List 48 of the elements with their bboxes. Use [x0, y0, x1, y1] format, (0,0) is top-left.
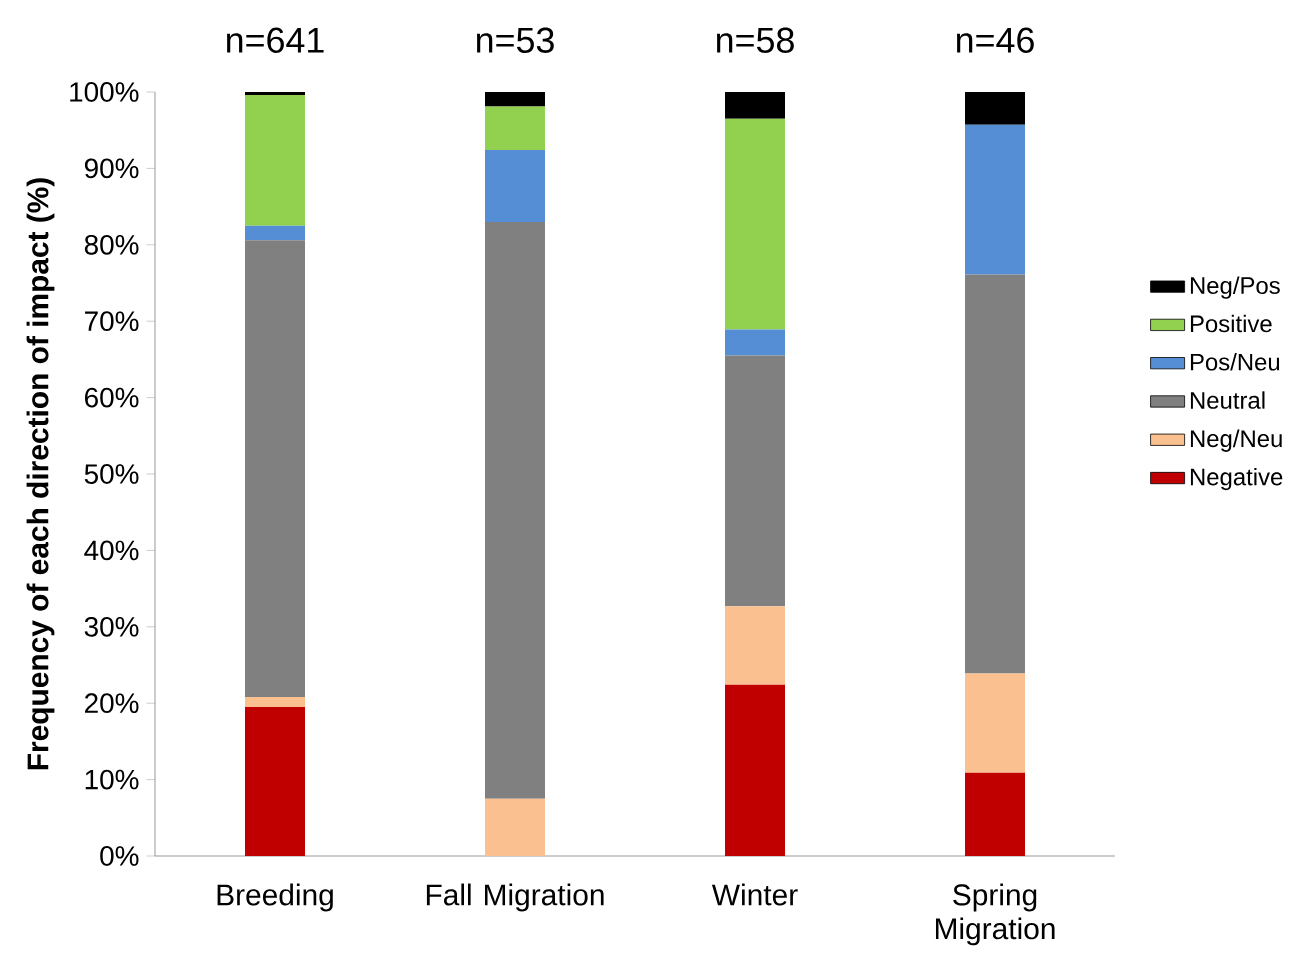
y-tick-label: 40%: [84, 540, 139, 561]
x-tick-label: Winter: [711, 883, 798, 906]
bar: [725, 118, 786, 330]
x-tick-label: Breeding: [217, 883, 333, 912]
y-tick-label: 60%: [85, 387, 139, 408]
y-tick-label: 80%: [84, 234, 139, 255]
bar: [245, 91, 305, 96]
bar: [965, 124, 1026, 275]
x-tick-label: Spring Migration: [935, 883, 1055, 946]
bar: [965, 91, 1026, 125]
bar: [485, 106, 546, 151]
bar: [485, 798, 546, 856]
bar: [485, 91, 546, 107]
legend-label: Neutral: [1190, 391, 1265, 409]
bar: [965, 673, 1026, 773]
x-tick-label: Fall Migration: [426, 883, 604, 912]
y-tick-label: 90%: [84, 158, 139, 179]
bar: [725, 684, 786, 856]
text: n=53: [476, 27, 554, 53]
y-tick-label: 10%: [85, 769, 139, 790]
bar: [245, 240, 305, 698]
legend-label: Neg/Pos: [1190, 276, 1280, 299]
bar: [725, 606, 786, 685]
y-tick-label: 0%: [100, 846, 139, 866]
text: n=58: [716, 27, 794, 53]
legend-label: Neg/Neu: [1190, 429, 1282, 452]
y-tick-label: 50%: [84, 464, 139, 484]
text: n=46: [956, 27, 1034, 53]
bar: [965, 274, 1026, 674]
bar: [725, 329, 786, 356]
bar: [245, 225, 305, 241]
y-tick-label: 70%: [85, 311, 139, 332]
bar: [725, 91, 786, 119]
y-tick-label: 100%: [70, 82, 139, 102]
y-tick-label: 30%: [84, 616, 139, 637]
y-tick-label: 20%: [85, 693, 139, 714]
legend-label: Negative: [1190, 467, 1283, 491]
bar: [245, 697, 305, 708]
text: n=641: [227, 27, 324, 53]
bar: [965, 772, 1026, 856]
bar: [485, 221, 546, 799]
bar: [245, 707, 305, 856]
bar: [725, 355, 786, 607]
y-axis-title: Frequency of each direction of impact (%): [26, 178, 55, 770]
legend-label: Positive: [1190, 314, 1272, 333]
bar: [485, 150, 546, 222]
bar: [245, 95, 305, 226]
legend-label: Pos/Neu: [1190, 353, 1280, 371]
